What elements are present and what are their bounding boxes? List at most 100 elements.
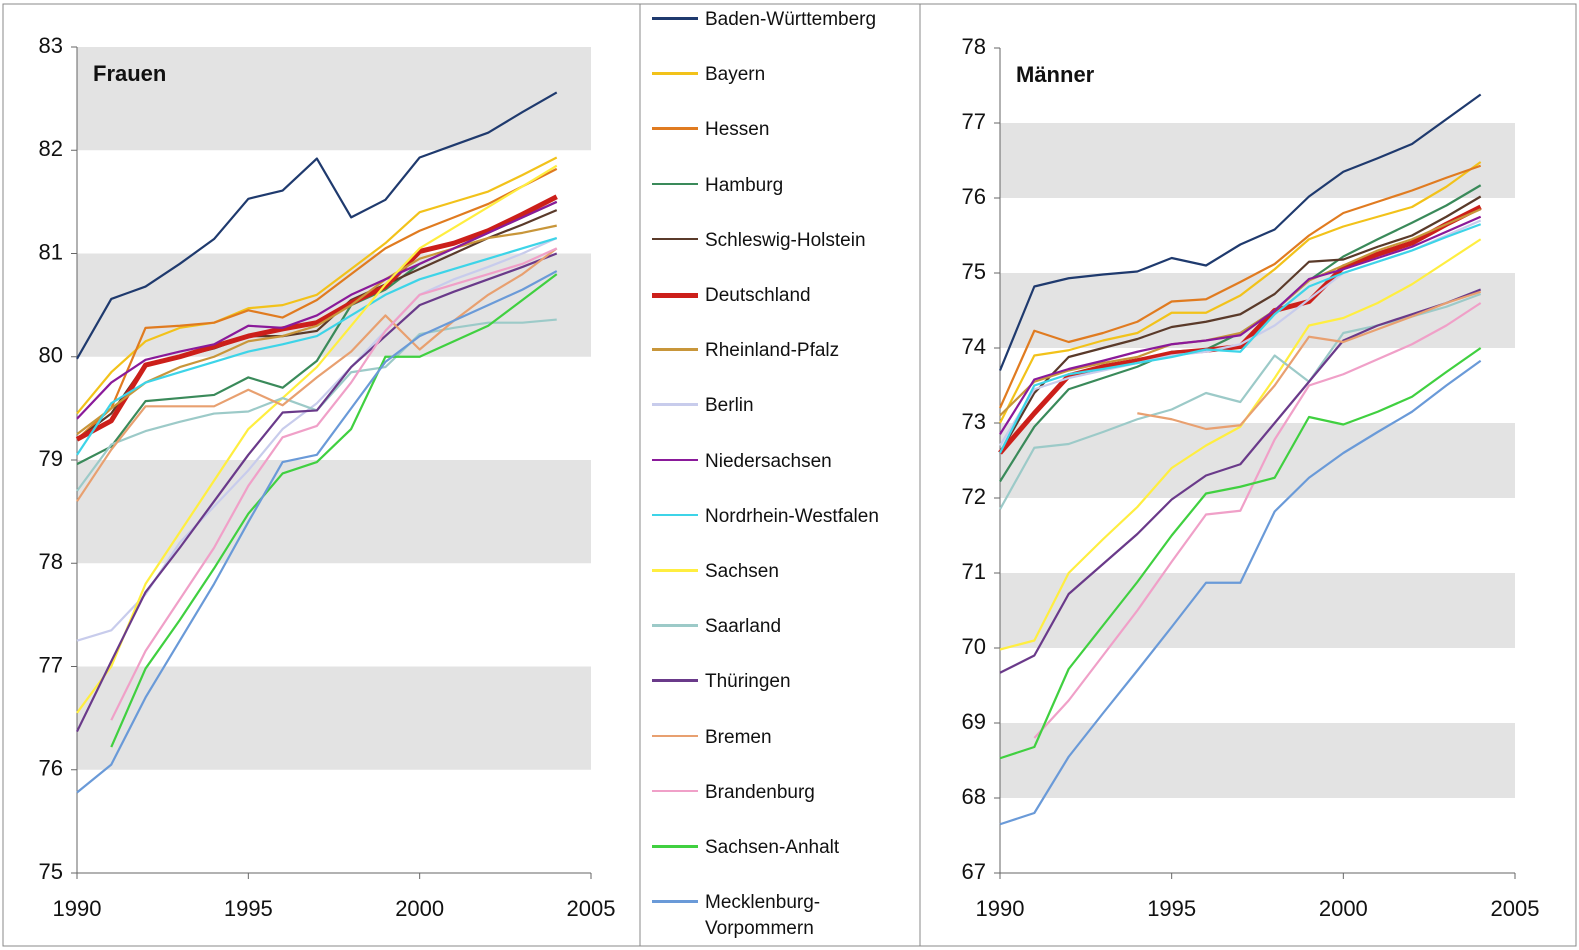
legend-entry: Niedersachsen	[652, 449, 905, 475]
series-line	[110, 247, 558, 721]
x-tick-label: 2000	[395, 896, 444, 921]
series-line	[999, 359, 1482, 826]
series-line	[76, 167, 558, 441]
y-tick-label: 75	[39, 859, 63, 884]
legend-swatch	[652, 513, 698, 517]
y-tick-label: 76	[962, 184, 986, 209]
x-tick-label: 2000	[1319, 896, 1368, 921]
legend-swatch	[652, 679, 698, 682]
legend-entry: Hessen	[652, 117, 905, 143]
y-tick-label: 83	[39, 33, 63, 58]
y-tick-label: 74	[962, 334, 986, 359]
y-tick-label: 77	[962, 109, 986, 134]
legend-label: Baden-Württemberg	[705, 9, 877, 30]
legend-entry: Rheinland-Pfalz	[652, 338, 905, 364]
legend-label: Bremen	[705, 726, 772, 748]
x-tick-label: 2005	[1491, 896, 1540, 921]
legend-swatch	[652, 845, 698, 848]
y-tick-label: 79	[39, 446, 63, 471]
legend-swatch	[652, 624, 698, 627]
legend-label: Berlin	[705, 395, 754, 417]
y-tick-label: 70	[962, 634, 986, 659]
legend-swatch	[652, 789, 698, 793]
y-tick-label: 68	[962, 784, 986, 809]
x-tick-label: 1990	[53, 896, 102, 921]
legend-label: Bayern	[705, 64, 766, 86]
legend-entry: Schleswig-Holstein	[652, 228, 905, 254]
legend-label: Schleswig-Holstein	[705, 229, 866, 251]
legend-entry: Thüringen	[652, 669, 905, 695]
legend-entry: Sachsen	[652, 559, 905, 585]
y-tick-label: 77	[39, 652, 63, 677]
series-line	[999, 161, 1482, 424]
legend-label: Nordrhein-Westfalen	[705, 505, 879, 527]
y-tick-label: 69	[962, 709, 986, 734]
legend-swatch	[652, 458, 698, 462]
legend-label: Thüringen	[705, 671, 791, 693]
legend-entry: Bayern	[652, 62, 905, 88]
y-tick-label: 78	[39, 549, 63, 574]
chart-title: Frauen	[93, 61, 166, 86]
grid-band	[1000, 273, 1515, 348]
series-line	[76, 200, 558, 420]
legend-entry: Berlin	[652, 393, 905, 419]
legend-swatch	[652, 127, 698, 130]
legend-entry: Baden-Württemberg	[652, 7, 905, 33]
series-line	[76, 224, 557, 436]
series-line	[76, 236, 558, 456]
series-line	[998, 164, 1482, 409]
grid-band	[1000, 573, 1515, 648]
series-line	[76, 247, 558, 502]
series-line	[1033, 302, 1482, 739]
legend-swatch	[652, 403, 698, 406]
series-line	[110, 273, 558, 748]
legend-swatch	[652, 237, 698, 241]
series-line	[999, 238, 1482, 651]
y-tick-label: 80	[39, 343, 63, 368]
legend-label: Niedersachsen	[705, 450, 832, 472]
legend-swatch	[652, 569, 698, 572]
legend-entry: Brandenburg	[652, 780, 905, 806]
x-tick-label: 1995	[1147, 896, 1196, 921]
legend-label: Sachsen	[705, 561, 779, 582]
grid-band	[1000, 723, 1515, 798]
series-line	[999, 292, 1482, 510]
x-tick-label: 2005	[567, 896, 616, 921]
series-line	[76, 91, 558, 360]
grid-band	[77, 47, 591, 151]
legend-label: Mecklenburg-Vorpommern	[705, 892, 821, 940]
grid-band	[77, 666, 591, 770]
series-line	[999, 195, 1482, 454]
legend-entry: Deutschland	[652, 283, 905, 309]
y-tick-label: 71	[962, 559, 986, 584]
grid-band	[1000, 123, 1515, 198]
series-line	[998, 93, 1482, 371]
legend-entry: Hamburg	[652, 173, 905, 199]
legend-entry: Mecklenburg-Vorpommern	[652, 890, 905, 942]
y-tick-label: 75	[962, 259, 986, 284]
series-line	[999, 208, 1482, 417]
y-tick-label: 76	[39, 756, 63, 781]
series-line	[75, 194, 558, 442]
legend-label: Brandenburg	[705, 781, 815, 803]
y-tick-label: 78	[962, 34, 986, 59]
legend-swatch	[652, 182, 698, 186]
series-line	[999, 347, 1482, 760]
series-line	[999, 223, 1482, 454]
series-line	[999, 215, 1482, 435]
y-tick-label: 67	[962, 859, 986, 884]
y-tick-label: 82	[39, 136, 63, 161]
legend-swatch	[652, 900, 698, 903]
series-line	[76, 270, 558, 794]
x-tick-label: 1995	[224, 896, 273, 921]
legend-label: Rheinland-Pfalz	[705, 340, 840, 362]
series-line	[999, 288, 1482, 674]
legend-entry: Bremen	[652, 725, 905, 751]
legend-swatch	[652, 348, 698, 351]
legend-entry: Nordrhein-Westfalen	[652, 504, 905, 530]
legend-label: Hessen	[705, 119, 770, 141]
legend-label: Saarland	[705, 616, 782, 638]
y-tick-label: 72	[962, 484, 986, 509]
